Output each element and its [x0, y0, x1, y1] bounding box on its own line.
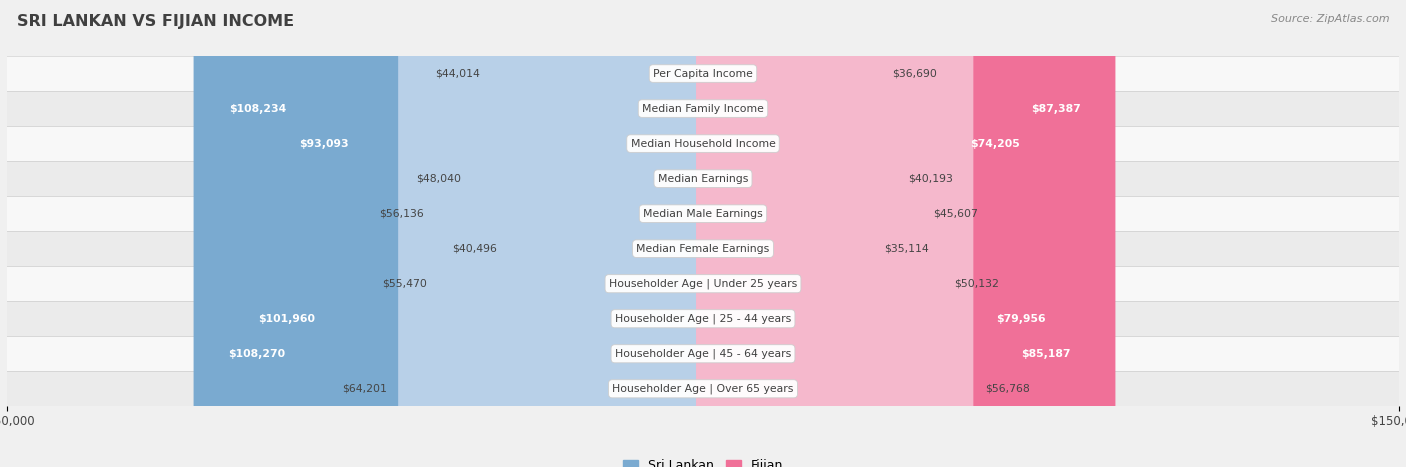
Text: $79,956: $79,956 [997, 314, 1046, 324]
Bar [0, 91, 1406, 126]
FancyBboxPatch shape [696, 0, 1081, 467]
Text: Median Earnings: Median Earnings [658, 174, 748, 184]
Bar [0, 126, 1406, 161]
Text: Householder Age | 45 - 64 years: Householder Age | 45 - 64 years [614, 348, 792, 359]
Bar [0, 161, 1406, 196]
FancyBboxPatch shape [696, 0, 921, 467]
Text: $36,690: $36,690 [891, 69, 936, 78]
Bar [0, 196, 1406, 231]
Text: $101,960: $101,960 [257, 314, 315, 324]
FancyBboxPatch shape [194, 0, 710, 467]
Text: Median Female Earnings: Median Female Earnings [637, 244, 769, 254]
Text: $74,205: $74,205 [970, 139, 1019, 149]
Text: Median Male Earnings: Median Male Earnings [643, 209, 763, 219]
Text: Median Household Income: Median Household Income [630, 139, 776, 149]
Legend: Sri Lankan, Fijian: Sri Lankan, Fijian [617, 454, 789, 467]
Text: $108,270: $108,270 [229, 349, 285, 359]
FancyBboxPatch shape [696, 0, 897, 467]
Text: $56,768: $56,768 [986, 384, 1029, 394]
FancyBboxPatch shape [696, 0, 873, 467]
Text: $55,470: $55,470 [382, 279, 427, 289]
Text: $87,387: $87,387 [1031, 104, 1081, 113]
Text: $40,496: $40,496 [451, 244, 496, 254]
Text: Source: ZipAtlas.com: Source: ZipAtlas.com [1271, 14, 1389, 24]
FancyBboxPatch shape [696, 0, 942, 467]
Text: $93,093: $93,093 [299, 139, 349, 149]
Bar [0, 301, 1406, 336]
Text: $48,040: $48,040 [416, 174, 461, 184]
Text: Householder Age | Under 25 years: Householder Age | Under 25 years [609, 278, 797, 289]
Text: $40,193: $40,193 [908, 174, 953, 184]
Text: $44,014: $44,014 [436, 69, 481, 78]
Text: $35,114: $35,114 [884, 244, 929, 254]
Bar [0, 371, 1406, 406]
Text: $56,136: $56,136 [380, 209, 425, 219]
Text: $45,607: $45,607 [934, 209, 979, 219]
FancyBboxPatch shape [398, 0, 710, 467]
Text: $108,234: $108,234 [229, 104, 285, 113]
Bar [0, 336, 1406, 371]
FancyBboxPatch shape [194, 0, 710, 467]
Text: Householder Age | 25 - 44 years: Householder Age | 25 - 44 years [614, 313, 792, 324]
FancyBboxPatch shape [696, 0, 1115, 467]
Text: $64,201: $64,201 [342, 384, 387, 394]
Bar [0, 56, 1406, 91]
Text: Per Capita Income: Per Capita Income [652, 69, 754, 78]
Text: $85,187: $85,187 [1021, 349, 1070, 359]
FancyBboxPatch shape [474, 0, 710, 467]
Bar [0, 266, 1406, 301]
FancyBboxPatch shape [492, 0, 710, 467]
Text: Householder Age | Over 65 years: Householder Age | Over 65 years [612, 383, 794, 394]
Text: SRI LANKAN VS FIJIAN INCOME: SRI LANKAN VS FIJIAN INCOME [17, 14, 294, 29]
Text: $50,132: $50,132 [955, 279, 1000, 289]
FancyBboxPatch shape [436, 0, 710, 467]
Bar [0, 231, 1406, 266]
FancyBboxPatch shape [264, 0, 710, 467]
FancyBboxPatch shape [696, 0, 1054, 467]
FancyBboxPatch shape [224, 0, 710, 467]
FancyBboxPatch shape [696, 0, 973, 467]
FancyBboxPatch shape [696, 0, 880, 467]
FancyBboxPatch shape [439, 0, 710, 467]
Text: Median Family Income: Median Family Income [643, 104, 763, 113]
FancyBboxPatch shape [508, 0, 710, 467]
FancyBboxPatch shape [696, 0, 1105, 467]
